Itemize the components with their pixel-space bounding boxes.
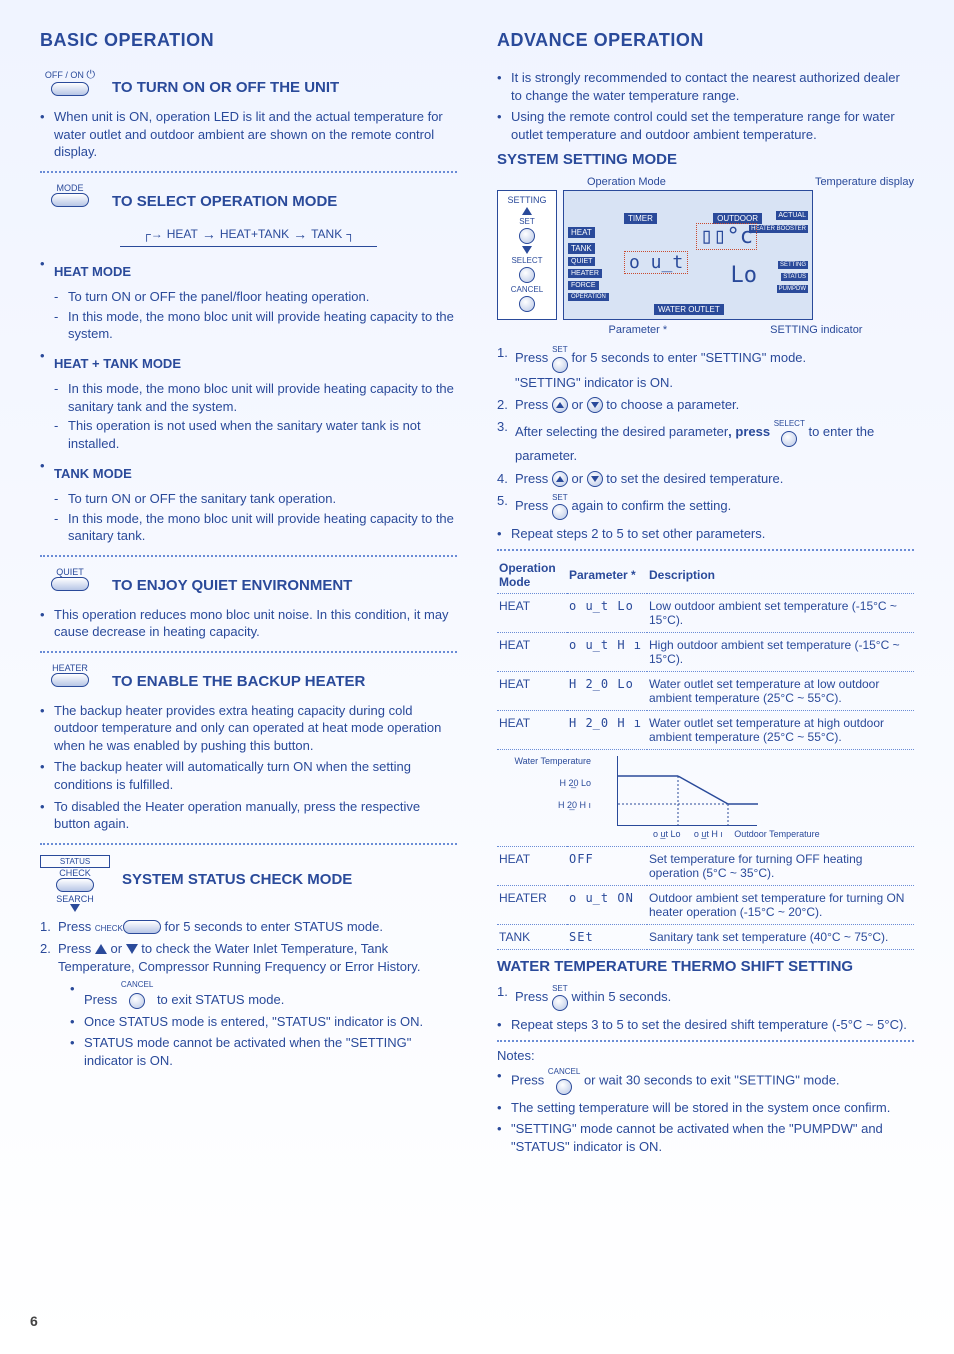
status-step2: Press or to check the Water Inlet Temper… — [58, 940, 457, 976]
off-on-icon: OFF / ON ⏻ — [40, 69, 100, 96]
mode-cycle: ┌→ HEAT → HEAT+TANK → TANK ┐ — [40, 226, 457, 242]
heat-tank-mode-title: HEAT + TANK MODE — [54, 355, 457, 373]
page-number: 6 — [30, 1313, 38, 1329]
sec1-title: TO TURN ON OR OFF THE UNIT — [112, 79, 457, 96]
quiet-icon: QUIET — [40, 567, 100, 591]
tank-mode-title: TANK MODE — [54, 465, 457, 483]
sec2-title: TO SELECT OPERATION MODE — [112, 193, 457, 210]
status-sub1: Press CANCEL to exit STATUS mode. — [84, 980, 457, 1008]
heater-icon: HEATER — [40, 663, 100, 687]
status-check-icon: STATUS CHECK SEARCH — [40, 855, 110, 914]
ssm-step5: Press SET again to confirm the setting. — [515, 492, 914, 521]
sec5-title: SYSTEM STATUS CHECK MODE — [122, 871, 457, 888]
status-step1: Press CHECK for 5 seconds to enter STATU… — [58, 918, 457, 936]
ssm-title: SYSTEM SETTING MODE — [497, 151, 914, 168]
parameter-table: Operation Mode Parameter * Description H… — [497, 557, 914, 950]
ssm-step4: Press or to set the desired temperature. — [515, 470, 914, 488]
sec4-title: TO ENABLE THE BACKUP HEATER — [112, 673, 457, 690]
thermo-graph — [617, 756, 757, 826]
thermo-shift-title: WATER TEMPERATURE THERMO SHIFT SETTING — [497, 958, 914, 975]
heading-basic-operation: BASIC OPERATION — [40, 30, 457, 51]
ssm-step3: After selecting the desired parameter, p… — [515, 418, 914, 466]
ssm-step1: Press SET for 5 seconds to enter "SETTIN… — [515, 344, 914, 392]
remote-lcd-diagram: SETTING SET SELECT CANCEL TIMER OUTDOOR … — [497, 190, 914, 320]
notes-title: Notes: — [497, 1048, 914, 1063]
heading-advance-operation: ADVANCE OPERATION — [497, 30, 914, 51]
thermo-step1: Press SET within 5 seconds. — [515, 983, 914, 1012]
sec1-bullet: When unit is ON, operation LED is lit an… — [54, 108, 457, 161]
sec3-title: TO ENJOY QUIET ENVIRONMENT — [112, 577, 457, 594]
heat-mode-title: HEAT MODE — [54, 263, 457, 281]
ssm-step2: Press or to choose a parameter. — [515, 396, 914, 414]
mode-icon: MODE — [40, 183, 100, 207]
note1: Press CANCEL or wait 30 seconds to exit … — [511, 1067, 914, 1095]
